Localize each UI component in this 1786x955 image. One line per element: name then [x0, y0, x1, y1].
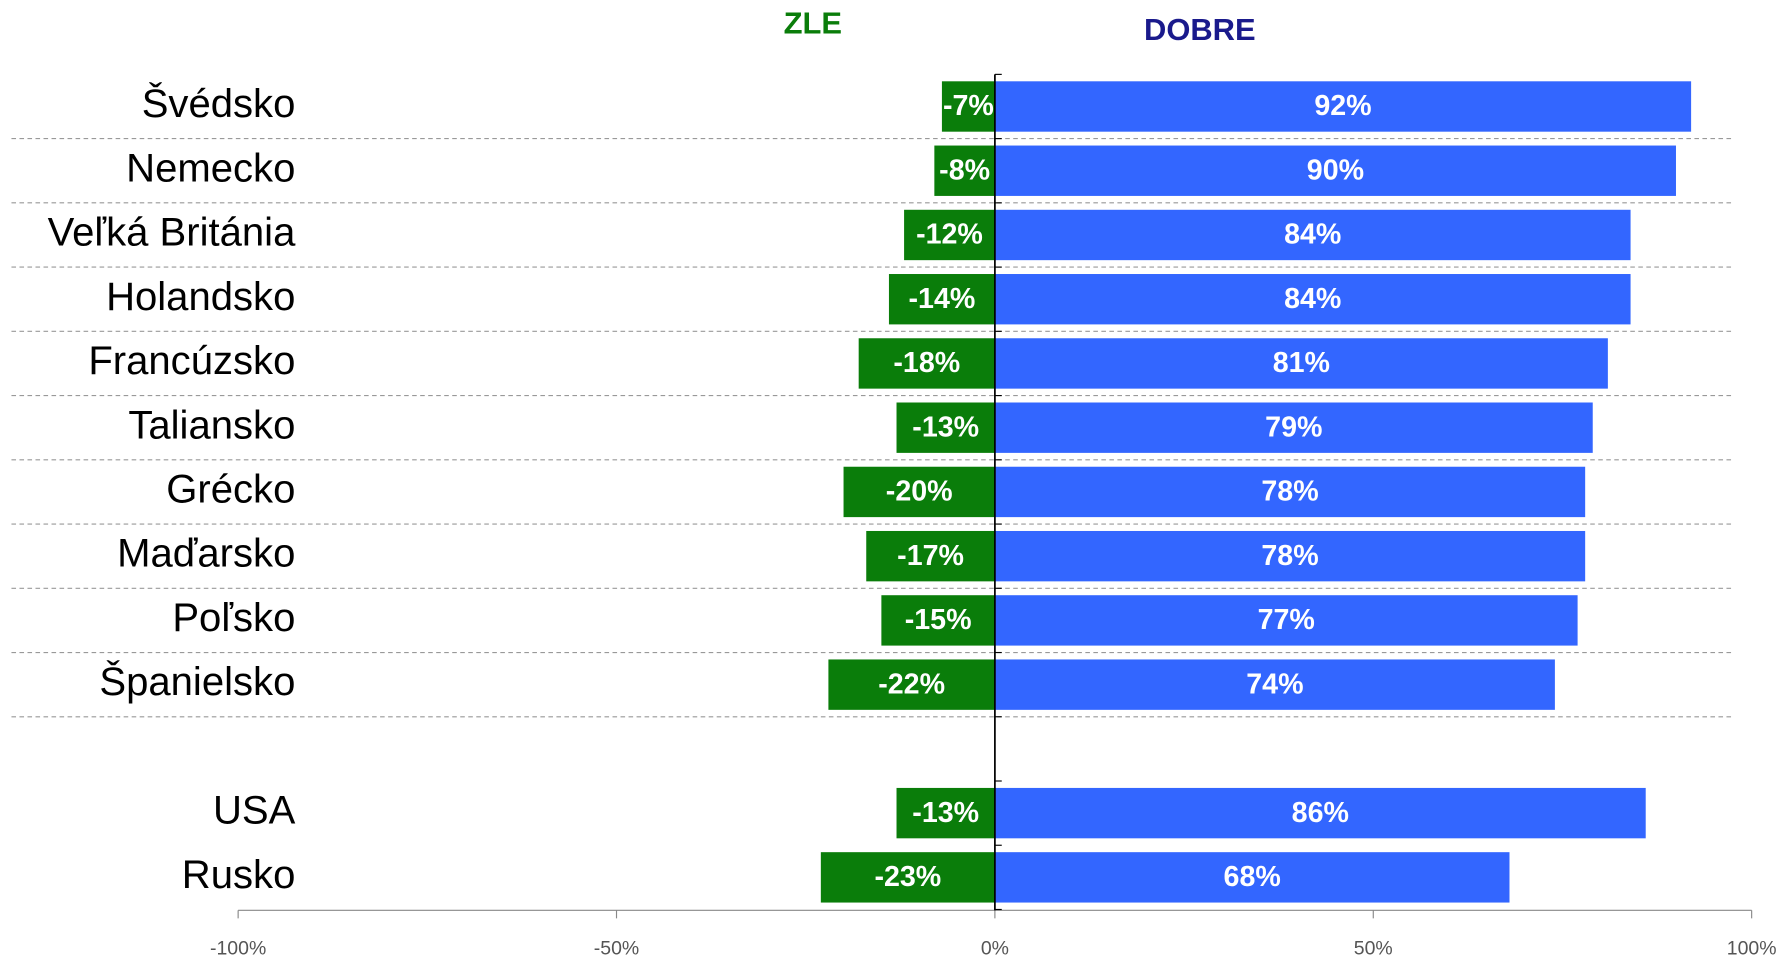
bar — [843, 466, 995, 518]
x-tick-label: 100% — [1727, 937, 1777, 955]
value-label: 86% — [1292, 797, 1349, 829]
value-label: -22% — [878, 668, 945, 700]
value-label: -13% — [912, 797, 979, 829]
bar — [994, 787, 1646, 839]
value-label: 77% — [1258, 604, 1315, 636]
bar — [888, 274, 995, 325]
category-label: Grécko — [166, 468, 295, 512]
value-label: 92% — [1314, 90, 1371, 122]
category-label: Španielsko — [99, 659, 295, 704]
bar — [866, 530, 995, 582]
bar — [896, 787, 995, 839]
value-label: 68% — [1224, 861, 1281, 893]
value-label: -8% — [939, 154, 990, 186]
category-label: Maďarsko — [117, 532, 295, 576]
bar — [994, 402, 1593, 453]
bar — [994, 852, 1510, 903]
value-label: 78% — [1261, 476, 1318, 508]
legend-zle: ZLE — [784, 5, 842, 40]
x-tick-label: 50% — [1354, 937, 1393, 955]
value-label: 90% — [1307, 154, 1364, 186]
bar — [941, 81, 995, 132]
bar — [994, 145, 1676, 196]
bar — [934, 145, 995, 196]
value-label: -15% — [905, 604, 972, 636]
value-label: -17% — [897, 540, 964, 572]
x-tick-label: -100% — [210, 937, 266, 955]
value-label: 74% — [1246, 668, 1303, 700]
value-label: 84% — [1284, 283, 1341, 315]
value-label: 79% — [1265, 411, 1322, 443]
bar — [904, 209, 995, 261]
value-label: -12% — [916, 219, 983, 251]
value-label: -7% — [943, 90, 994, 122]
category-label: Holandsko — [106, 275, 295, 319]
bar — [994, 466, 1586, 518]
x-tick-label: -50% — [594, 937, 639, 955]
value-label: 81% — [1273, 347, 1330, 379]
category-label: Francúzsko — [88, 339, 295, 383]
value-label: -14% — [909, 283, 976, 315]
bar — [828, 659, 995, 710]
category-label: Švédsko — [142, 81, 296, 126]
value-label: -20% — [886, 476, 953, 508]
bar — [994, 209, 1631, 261]
bar — [858, 338, 995, 389]
bar — [994, 274, 1631, 325]
value-label: 84% — [1284, 219, 1341, 251]
category-label: Nemecko — [126, 146, 295, 190]
bar — [994, 338, 1608, 389]
bar — [994, 530, 1586, 582]
x-tick-label: 0% — [981, 937, 1009, 955]
category-label: Taliansko — [128, 403, 295, 447]
bar — [994, 81, 1692, 132]
category-label: Poľsko — [172, 596, 295, 640]
legend-dobre: DOBRE — [1144, 12, 1256, 47]
bar — [896, 402, 995, 453]
bar — [994, 659, 1555, 710]
value-label: -13% — [912, 411, 979, 443]
value-label: -18% — [893, 347, 960, 379]
bar — [820, 852, 995, 903]
value-label: 78% — [1261, 540, 1318, 572]
category-label: Rusko — [182, 853, 296, 897]
value-label: -23% — [874, 861, 941, 893]
category-label: Veľká Británia — [48, 211, 296, 255]
bar — [994, 595, 1578, 646]
bar — [881, 595, 995, 646]
category-label: USA — [213, 789, 296, 833]
